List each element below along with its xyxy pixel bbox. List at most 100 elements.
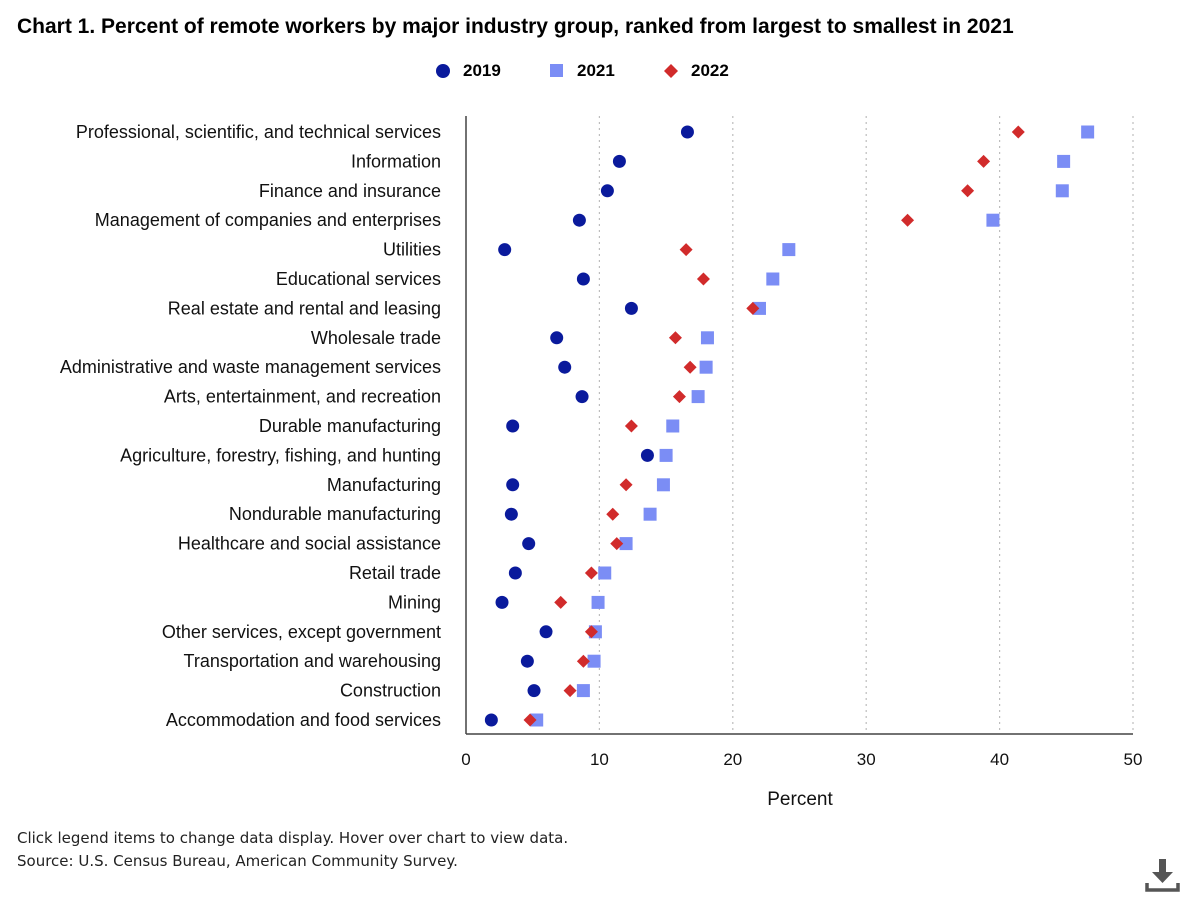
point-2022[interactable]: Retail trade (2022): 9.4% — [584, 566, 598, 580]
point-2021[interactable]: Wholesale trade (2021): 18.1% — [700, 331, 714, 345]
category-label: Durable manufacturing — [259, 416, 441, 436]
point-2022[interactable]: Professional, scientific, and technical … — [1011, 125, 1025, 139]
category-label: Wholesale trade — [311, 328, 441, 348]
legend-item-2021[interactable]: 2021 — [549, 61, 615, 81]
point-2019[interactable]: Other services, except government (2019)… — [539, 625, 553, 639]
point-2021[interactable]: Administrative and waste management serv… — [699, 360, 713, 374]
legend-label-2019: 2019 — [463, 61, 501, 80]
category-label: Manufacturing — [327, 475, 441, 495]
point-2019[interactable]: Healthcare and social assistance (2019):… — [522, 537, 536, 551]
chart-title: Chart 1. Percent of remote workers by ma… — [17, 15, 1014, 38]
category-label: Finance and insurance — [259, 181, 441, 201]
point-2022[interactable]: Real estate and rental and leasing (2022… — [746, 301, 760, 315]
category-label: Administrative and waste management serv… — [60, 357, 441, 377]
point-2019[interactable]: Manufacturing (2019): 3.5% — [506, 478, 520, 492]
point-2021[interactable]: Durable manufacturing (2021): 15.5% — [666, 419, 680, 433]
point-2022[interactable]: Manufacturing (2022): 12% — [619, 478, 633, 492]
circle-marker-icon — [436, 64, 450, 78]
point-2021[interactable]: Arts, entertainment, and recreation (202… — [691, 390, 705, 404]
x-axis-label: Percent — [767, 789, 833, 810]
point-2022[interactable]: Administrative and waste management serv… — [683, 360, 697, 374]
point-2019[interactable]: Educational services (2019): 8.8% — [576, 272, 590, 286]
point-2019[interactable]: Management of companies and enterprises … — [572, 213, 586, 227]
point-2019[interactable]: Finance and insurance (2019): 10.6% — [600, 184, 614, 198]
category-label: Healthcare and social assistance — [178, 534, 441, 554]
point-2019[interactable]: Utilities (2019): 2.9% — [498, 243, 512, 257]
point-2021[interactable]: Mining (2021): 9.9% — [591, 595, 605, 609]
point-2022[interactable]: Information (2022): 38.8% — [977, 154, 991, 168]
point-2022[interactable]: Transportation and warehousing (2022): 8… — [576, 654, 590, 668]
chart-notes: Click legend items to change data displa… — [17, 827, 568, 873]
point-2019[interactable]: Real estate and rental and leasing (2019… — [624, 301, 638, 315]
point-2021[interactable]: Real estate and rental and leasing (2021… — [752, 301, 766, 315]
category-label: Management of companies and enterprises — [95, 210, 441, 230]
category-label: Professional, scientific, and technical … — [76, 122, 441, 142]
point-2021[interactable]: Finance and insurance (2021): 44.7% — [1055, 184, 1069, 198]
category-label: Accommodation and food services — [166, 710, 441, 730]
point-2022[interactable]: Durable manufacturing (2022): 12.4% — [624, 419, 638, 433]
point-2022[interactable]: Healthcare and social assistance (2022):… — [610, 537, 624, 551]
point-2021[interactable]: Management of companies and enterprises … — [986, 213, 1000, 227]
point-2021[interactable]: Nondurable manufacturing (2021): 13.8% — [643, 507, 657, 521]
category-label: Arts, entertainment, and recreation — [164, 387, 441, 407]
point-2022[interactable]: Arts, entertainment, and recreation (202… — [672, 390, 686, 404]
point-2021[interactable]: Agriculture, forestry, fishing, and hunt… — [659, 448, 673, 462]
category-label: Educational services — [276, 269, 441, 289]
point-2021[interactable]: Transportation and warehousing (2021): 9… — [587, 654, 601, 668]
category-label: Other services, except government — [162, 622, 441, 642]
point-2019[interactable]: Administrative and waste management serv… — [558, 360, 572, 374]
point-2021[interactable]: Manufacturing (2021): 14.8% — [656, 478, 670, 492]
point-2019[interactable]: Arts, entertainment, and recreation (201… — [575, 390, 589, 404]
point-2019[interactable]: Retail trade (2019): 3.7% — [508, 566, 522, 580]
diamond-marker-icon — [664, 64, 678, 78]
point-2022[interactable]: Finance and insurance (2022): 37.6% — [961, 184, 975, 198]
point-2021[interactable]: Construction (2021): 8.8% — [576, 684, 590, 698]
point-2022[interactable]: Utilities (2022): 16.5% — [679, 243, 693, 257]
point-2019[interactable]: Durable manufacturing (2019): 3.5% — [506, 419, 520, 433]
legend-item-2019[interactable]: 2019 — [435, 61, 501, 81]
square-marker-icon — [550, 64, 563, 77]
point-2022[interactable]: Accommodation and food services (2022): … — [523, 713, 537, 727]
point-2019[interactable]: Wholesale trade (2019): 6.8% — [550, 331, 564, 345]
category-label: Real estate and rental and leasing — [168, 298, 441, 318]
category-label: Construction — [340, 681, 441, 701]
category-label: Retail trade — [349, 563, 441, 583]
point-2021[interactable]: Educational services (2021): 23% — [766, 272, 780, 286]
point-2021[interactable]: Professional, scientific, and technical … — [1081, 125, 1095, 139]
dot-plot-chart[interactable]: 0 10 20 30 40 50 Percent Professional, scientif… — [0, 0, 1200, 820]
legend-label-2021: 2021 — [577, 61, 615, 80]
point-2019[interactable]: Information (2019): 11.5% — [612, 154, 626, 168]
x-tick-label: 0 — [461, 750, 470, 769]
point-2019[interactable]: Transportation and warehousing (2019): 4… — [520, 654, 534, 668]
point-2022[interactable]: Mining (2022): 7.1% — [554, 595, 568, 609]
x-tick-label: 30 — [857, 750, 876, 769]
download-icon[interactable] — [1143, 855, 1183, 895]
point-2019[interactable]: Nondurable manufacturing (2019): 3.4% — [504, 507, 518, 521]
x-tick-label: 50 — [1124, 750, 1143, 769]
category-label: Agriculture, forestry, fishing, and hunt… — [120, 445, 441, 465]
category-label: Mining — [388, 592, 441, 612]
source-text: Source: U.S. Census Bureau, American Com… — [17, 852, 458, 870]
point-2022[interactable]: Nondurable manufacturing (2022): 11% — [606, 507, 620, 521]
x-tick-label: 10 — [590, 750, 609, 769]
legend-item-2022[interactable]: 2022 — [663, 61, 729, 81]
point-2019[interactable]: Accommodation and food services (2019): … — [484, 713, 498, 727]
point-2021[interactable]: Accommodation and food services (2021): … — [530, 713, 544, 727]
point-2019[interactable]: Construction (2019): 5.1% — [527, 684, 541, 698]
point-2022[interactable]: Other services, except government (2022)… — [584, 625, 598, 639]
point-2021[interactable]: Utilities (2021): 24.2% — [782, 243, 796, 257]
x-tick-label: 40 — [990, 750, 1009, 769]
point-2019[interactable]: Mining (2019): 2.7% — [495, 595, 509, 609]
point-2021[interactable]: Healthcare and social assistance (2021):… — [619, 537, 633, 551]
point-2021[interactable]: Retail trade (2021): 10.4% — [598, 566, 612, 580]
point-2021[interactable]: Information (2021): 44.8% — [1057, 154, 1071, 168]
point-2022[interactable]: Management of companies and enterprises … — [901, 213, 915, 227]
point-2022[interactable]: Educational services (2022): 17.8% — [696, 272, 710, 286]
category-label: Information — [351, 151, 441, 171]
category-label: Transportation and warehousing — [184, 651, 442, 671]
point-2019[interactable]: Agriculture, forestry, fishing, and hunt… — [640, 448, 654, 462]
point-2022[interactable]: Construction (2022): 7.8% — [563, 684, 577, 698]
point-2022[interactable]: Wholesale trade (2022): 15.7% — [668, 331, 682, 345]
instructions-text: Click legend items to change data displa… — [17, 829, 569, 847]
point-2019[interactable]: Professional, scientific, and technical … — [680, 125, 694, 139]
